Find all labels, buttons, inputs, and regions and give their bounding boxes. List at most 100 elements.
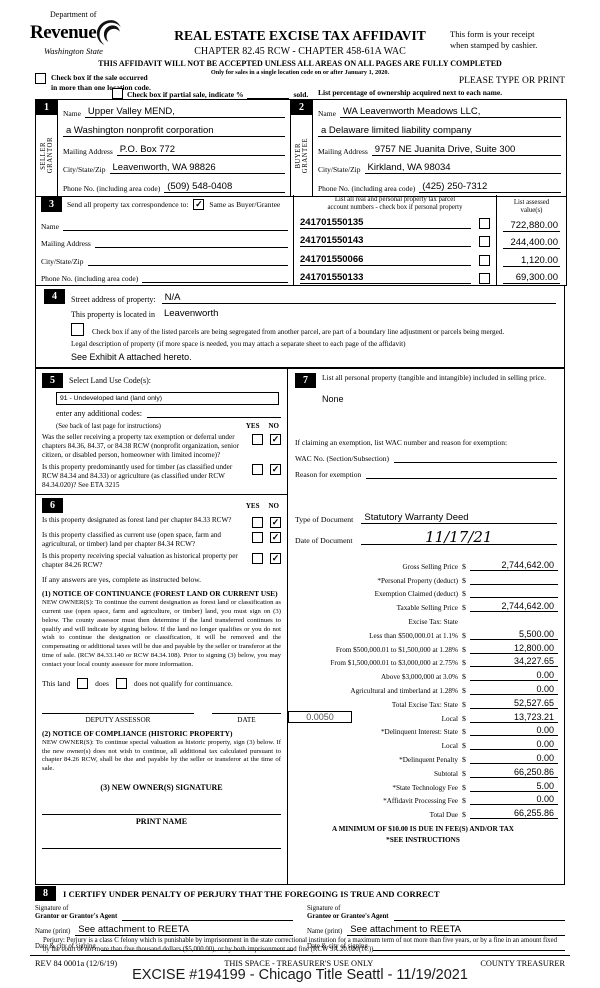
- excise-tax-state-header: Excise Tax: State: [408, 617, 458, 626]
- seller-city-field[interactable]: Leavenworth, WA 98826: [109, 162, 285, 175]
- grantor-date-city-line[interactable]: [100, 950, 293, 951]
- buyer-name-label: Name: [318, 109, 336, 118]
- personal-property-checkbox[interactable]: [479, 273, 490, 284]
- assessed-value[interactable]: 69,300.00: [503, 272, 560, 284]
- exemption-claimed-value[interactable]: [470, 597, 558, 599]
- parcel-number[interactable]: 241701550133: [300, 272, 471, 284]
- historical-yes-checkbox[interactable]: [252, 553, 263, 564]
- new-owner-signature-title: (3) NEW OWNER(S) SIGNATURE: [100, 783, 223, 793]
- additional-codes-field[interactable]: [146, 408, 281, 418]
- personal-property-checkbox[interactable]: [479, 254, 490, 266]
- delinquent-penalty-label: *Delinquent Penalty: [399, 755, 458, 764]
- exemption-no-checkbox[interactable]: [270, 434, 281, 445]
- buyer-name-field[interactable]: WA Leavenworth Meadows LLC,: [339, 106, 561, 118]
- type-of-document-field[interactable]: Statutory Warranty Deed: [361, 512, 557, 524]
- legal-description-field[interactable]: See Exhibit A attached hereto.: [71, 352, 192, 362]
- parcel-number[interactable]: 241701550143: [300, 235, 471, 248]
- grantee-name-print-field[interactable]: See attachment to REETA: [347, 924, 565, 936]
- legal-description-label: Legal description of property (if more s…: [71, 340, 406, 348]
- subtotal-value[interactable]: 66,250.86: [470, 767, 558, 778]
- personal-property-checkbox[interactable]: [479, 217, 490, 229]
- bracket4-value[interactable]: 0.00: [470, 670, 558, 682]
- same-as-buyer-checkbox[interactable]: [193, 199, 205, 210]
- assessed-value[interactable]: 722,880.00: [503, 220, 560, 232]
- print-name-line[interactable]: [42, 848, 281, 850]
- corr-city-field[interactable]: [87, 264, 288, 266]
- local-tax-value[interactable]: 13,723.21: [470, 712, 558, 723]
- additional-codes-label: enter any additional codes:: [56, 409, 142, 418]
- seller-name-field[interactable]: Upper Valley MEND,: [84, 106, 285, 118]
- assessed-row: 244,400.00: [503, 234, 560, 250]
- seller-mailing-field[interactable]: P.O. Box 772: [116, 144, 285, 156]
- delinquent-penalty-value[interactable]: 0.00: [470, 753, 558, 764]
- delinquent-interest-local-value[interactable]: 0.00: [470, 739, 558, 751]
- street-address-field[interactable]: N/A: [161, 292, 556, 304]
- exemption-reason-field[interactable]: [366, 469, 557, 479]
- forest-yes-checkbox[interactable]: [252, 517, 263, 528]
- forest-no-checkbox[interactable]: [270, 517, 281, 528]
- current-use-yes-checkbox[interactable]: [252, 532, 263, 543]
- buyer-name2-field[interactable]: a Delaware limited liability company: [318, 125, 561, 137]
- grantee-date-city-line[interactable]: [372, 950, 565, 951]
- buyer-phone-field[interactable]: (425) 250-7312: [419, 181, 561, 193]
- local-tax-label: Local: [441, 714, 458, 723]
- wac-number-field[interactable]: [393, 453, 557, 463]
- grantor-name-print-field[interactable]: See attachment to REETA: [75, 924, 293, 936]
- does-not-qualify-checkbox[interactable]: [115, 677, 127, 689]
- taxable-selling-price-value[interactable]: 2,744,642.00: [470, 601, 558, 613]
- buyer-mailing-field[interactable]: 9757 NE Juanita Drive, Suite 300: [371, 144, 561, 156]
- partial-sale-percent-field[interactable]: [247, 89, 290, 99]
- form-revision-number: REV 84 0001a (12/6/19): [35, 959, 118, 968]
- does-qualify-checkbox[interactable]: [77, 677, 89, 689]
- certification-section: 8 I CERTIFY UNDER PENALTY OF PERJURY THA…: [35, 886, 565, 951]
- state-technology-fee-value[interactable]: 5.00: [470, 781, 558, 792]
- certify-statement: I CERTIFY UNDER PENALTY OF PERJURY THAT …: [63, 888, 440, 899]
- corr-mailing-field[interactable]: [94, 247, 288, 249]
- timber-no-checkbox[interactable]: [270, 464, 281, 475]
- timber-yes-checkbox[interactable]: [252, 464, 263, 475]
- local-rate-box[interactable]: 0.0050: [288, 710, 352, 723]
- parcel-number[interactable]: 241701550135: [300, 217, 471, 229]
- seller-name2-field[interactable]: a Washington nonprofit corporation: [63, 125, 285, 137]
- assessed-value[interactable]: 244,400.00: [503, 237, 560, 250]
- multi-location-checkbox[interactable]: [35, 73, 46, 84]
- total-due-value[interactable]: 66,255.86: [470, 808, 558, 820]
- seller-phone-field[interactable]: (509) 548-0408: [164, 181, 285, 193]
- exemption-yes-checkbox[interactable]: [252, 434, 263, 445]
- grantee-signature-line[interactable]: [393, 920, 565, 921]
- gross-selling-price-value[interactable]: 2,744,642.00: [470, 560, 558, 571]
- deputy-date-line[interactable]: DATE: [211, 712, 281, 724]
- total-excise-state-value[interactable]: 52,527.65: [470, 698, 558, 709]
- bracket1-value[interactable]: 5,500.00: [470, 629, 558, 640]
- affidavit-fee-value[interactable]: 0.00: [470, 794, 558, 806]
- multi-location-label: Check box if the sale occurred in more t…: [51, 73, 151, 92]
- partial-sale-checkbox[interactable]: [112, 88, 123, 99]
- personal-property-field[interactable]: None: [322, 394, 344, 404]
- assessed-value[interactable]: 1,120.00: [503, 255, 560, 267]
- located-in-field[interactable]: Leavenworth: [163, 308, 219, 319]
- land-use-code-select[interactable]: 91 - Undeveloped land (land only): [56, 392, 279, 405]
- parcel-number[interactable]: 241701550066: [300, 254, 471, 266]
- corr-phone-field[interactable]: [142, 281, 288, 283]
- delinquent-interest-state-value[interactable]: 0.00: [470, 725, 558, 737]
- deputy-assessor-signature-line[interactable]: DEPUTY ASSESSOR: [42, 712, 194, 724]
- agricultural-value[interactable]: 0.00: [470, 684, 558, 695]
- personal-property-deduct-value[interactable]: [470, 583, 558, 585]
- not-accepted-warning: THIS AFFIDAVIT WILL NOT BE ACCEPTED UNLE…: [98, 59, 502, 68]
- bracket2-value[interactable]: 12,800.00: [470, 643, 558, 654]
- new-owner-signature-line[interactable]: [42, 814, 281, 816]
- grantor-signature-line[interactable]: [122, 920, 293, 921]
- buyer-mailing-label: Mailing Address: [318, 146, 368, 156]
- historical-no-checkbox[interactable]: [270, 553, 281, 564]
- bracket3-value[interactable]: 34,227.65: [470, 656, 558, 668]
- date-of-document-field[interactable]: 11/17/21: [360, 531, 557, 545]
- corr-mailing-label: Mailing Address: [41, 239, 91, 249]
- bracket2-label: From $500,000.01 to $1,500,000 at 1.28%: [335, 645, 458, 654]
- current-use-no-checkbox[interactable]: [270, 532, 281, 543]
- segregated-checkbox[interactable]: [71, 323, 84, 336]
- exemption-question: Was the seller receiving a property tax …: [42, 433, 239, 459]
- personal-property-checkbox[interactable]: [479, 236, 490, 248]
- footer-row: REV 84 0001a (12/6/19) THIS SPACE - TREA…: [30, 955, 570, 968]
- buyer-city-field[interactable]: Kirkland, WA 98034: [364, 162, 561, 175]
- corr-name-field[interactable]: [62, 230, 288, 231]
